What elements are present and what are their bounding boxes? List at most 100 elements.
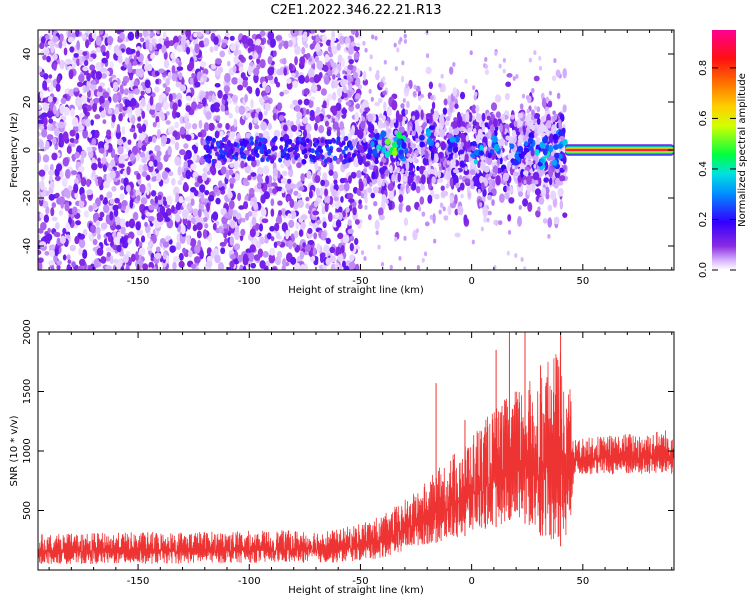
spectrogram-cell <box>340 245 345 254</box>
spectrogram-cell <box>375 168 379 179</box>
spectrogram-cell <box>438 129 444 137</box>
spectrogram-cell <box>59 137 65 146</box>
spectrogram-cell <box>132 211 139 221</box>
spectrogram-cell <box>144 79 151 89</box>
spectrogram-cell <box>396 167 401 172</box>
spectrogram-cell <box>98 86 103 93</box>
spectrogram-cell <box>274 76 278 85</box>
spectrogram-cell <box>533 179 539 185</box>
spectrogram-cell <box>102 164 107 173</box>
spectrogram-cell <box>362 40 366 46</box>
spectrogram-cell <box>68 88 75 97</box>
spectrogram-cell <box>100 44 106 54</box>
spectrogram-cell <box>171 205 175 213</box>
spectrogram-cell <box>463 214 468 224</box>
spectrogram-cell <box>82 128 89 139</box>
spectrogram-cell <box>481 112 486 122</box>
spectrogram-cell <box>305 75 310 82</box>
spectrogram-cell <box>147 136 153 142</box>
spectrogram-cell <box>59 59 65 70</box>
spectrogram-cell <box>278 42 282 50</box>
spectrogram-cell <box>523 266 527 270</box>
spectrogram-x-axis: -150 -100 -50 0 50 <box>48 30 673 287</box>
spectrogram-cell <box>325 39 332 46</box>
spectrogram-cell <box>196 222 203 231</box>
spectrogram-cell <box>517 112 524 119</box>
spectrogram-cell <box>268 253 276 264</box>
spectrogram-cell <box>39 212 44 219</box>
spectrogram-cell <box>449 136 456 143</box>
spectrogram-cell <box>120 226 126 235</box>
spectrogram-cell <box>92 202 97 209</box>
spectrogram-cell <box>534 128 538 133</box>
spectrogram-cell <box>59 104 65 114</box>
spectrogram-cell <box>250 98 254 109</box>
spectrogram-cell <box>299 56 306 66</box>
spectrogram-cell <box>347 45 355 55</box>
spectrogram-cell <box>145 87 152 94</box>
spectrogram-cell <box>88 57 94 62</box>
spectrogram-cell <box>184 196 191 202</box>
spectrogram-cell <box>487 194 493 201</box>
spectrogram-cell <box>520 257 524 262</box>
spectrogram-cell <box>262 165 270 175</box>
spectrogram-cell <box>371 148 378 156</box>
spectrogram-cell <box>376 144 382 151</box>
spectrogram-cell <box>233 173 241 182</box>
spectrogram-cell <box>233 55 239 64</box>
spectrogram-cell <box>415 228 420 234</box>
spectrogram-cell <box>255 38 262 46</box>
spectrogram-cell <box>398 203 403 213</box>
spectrogram-cell <box>475 113 483 121</box>
spectrogram-cell <box>267 149 272 155</box>
spectrogram-cell <box>127 231 135 240</box>
spectrogram-cell <box>421 257 425 263</box>
spectrogram-cell <box>84 118 91 128</box>
spectrogram-cell <box>117 38 123 43</box>
spectrogram-cell <box>547 217 553 228</box>
spectrogram-cell <box>362 70 367 81</box>
spectrogram-cell <box>214 82 221 88</box>
spectrogram-cell <box>209 165 214 173</box>
spectrogram-cell <box>280 177 288 184</box>
spectrogram-cell <box>86 178 91 188</box>
spectrogram-cell <box>75 30 80 38</box>
spectrogram-cell <box>284 182 292 191</box>
spectrogram-cell <box>265 260 271 267</box>
spectrogram-cell <box>271 267 277 270</box>
spectrogram-cell <box>327 70 333 77</box>
spectrogram-cell <box>471 141 477 147</box>
spectrogram-cell <box>400 186 404 192</box>
spectrogram-cell <box>44 251 50 256</box>
spectrogram-cell <box>281 265 286 270</box>
spectrogram-cell <box>369 54 373 60</box>
spectrogram-cell <box>555 168 560 174</box>
spectrogram-cell <box>231 77 239 85</box>
spectrogram-cell <box>342 234 350 244</box>
spectrogram-cell <box>419 196 425 205</box>
spectrogram-cell <box>492 172 496 177</box>
spectrogram-cell <box>346 76 351 86</box>
spectrogram-cell <box>419 134 425 141</box>
spectrogram-cell <box>403 38 408 44</box>
spectrogram-cell <box>356 170 362 179</box>
spectrogram-cell <box>140 97 146 107</box>
spectrogram-cell <box>98 216 103 222</box>
spectrogram-y-tick-label: 20 <box>22 96 33 109</box>
spectrogram-cell <box>555 177 561 186</box>
spectrogram-cell <box>364 47 368 53</box>
spectrogram-cell <box>94 129 100 139</box>
spectrogram-cell <box>156 161 163 171</box>
spectrogram-cell <box>320 179 326 187</box>
spectrogram-cell <box>266 232 272 240</box>
spectrogram-cell <box>423 251 428 257</box>
spectrogram-cell <box>210 144 215 150</box>
spectrogram-cell <box>146 63 153 72</box>
spectrogram-cell <box>124 99 129 108</box>
snr-y-label: SNR (10 * v/v) <box>9 415 20 486</box>
spectrogram-cell <box>452 174 459 186</box>
spectrogram-cell <box>538 55 542 61</box>
spectrogram-cell <box>330 39 335 49</box>
spectrogram-cell <box>212 158 217 164</box>
spectrogram-cell <box>294 56 298 66</box>
